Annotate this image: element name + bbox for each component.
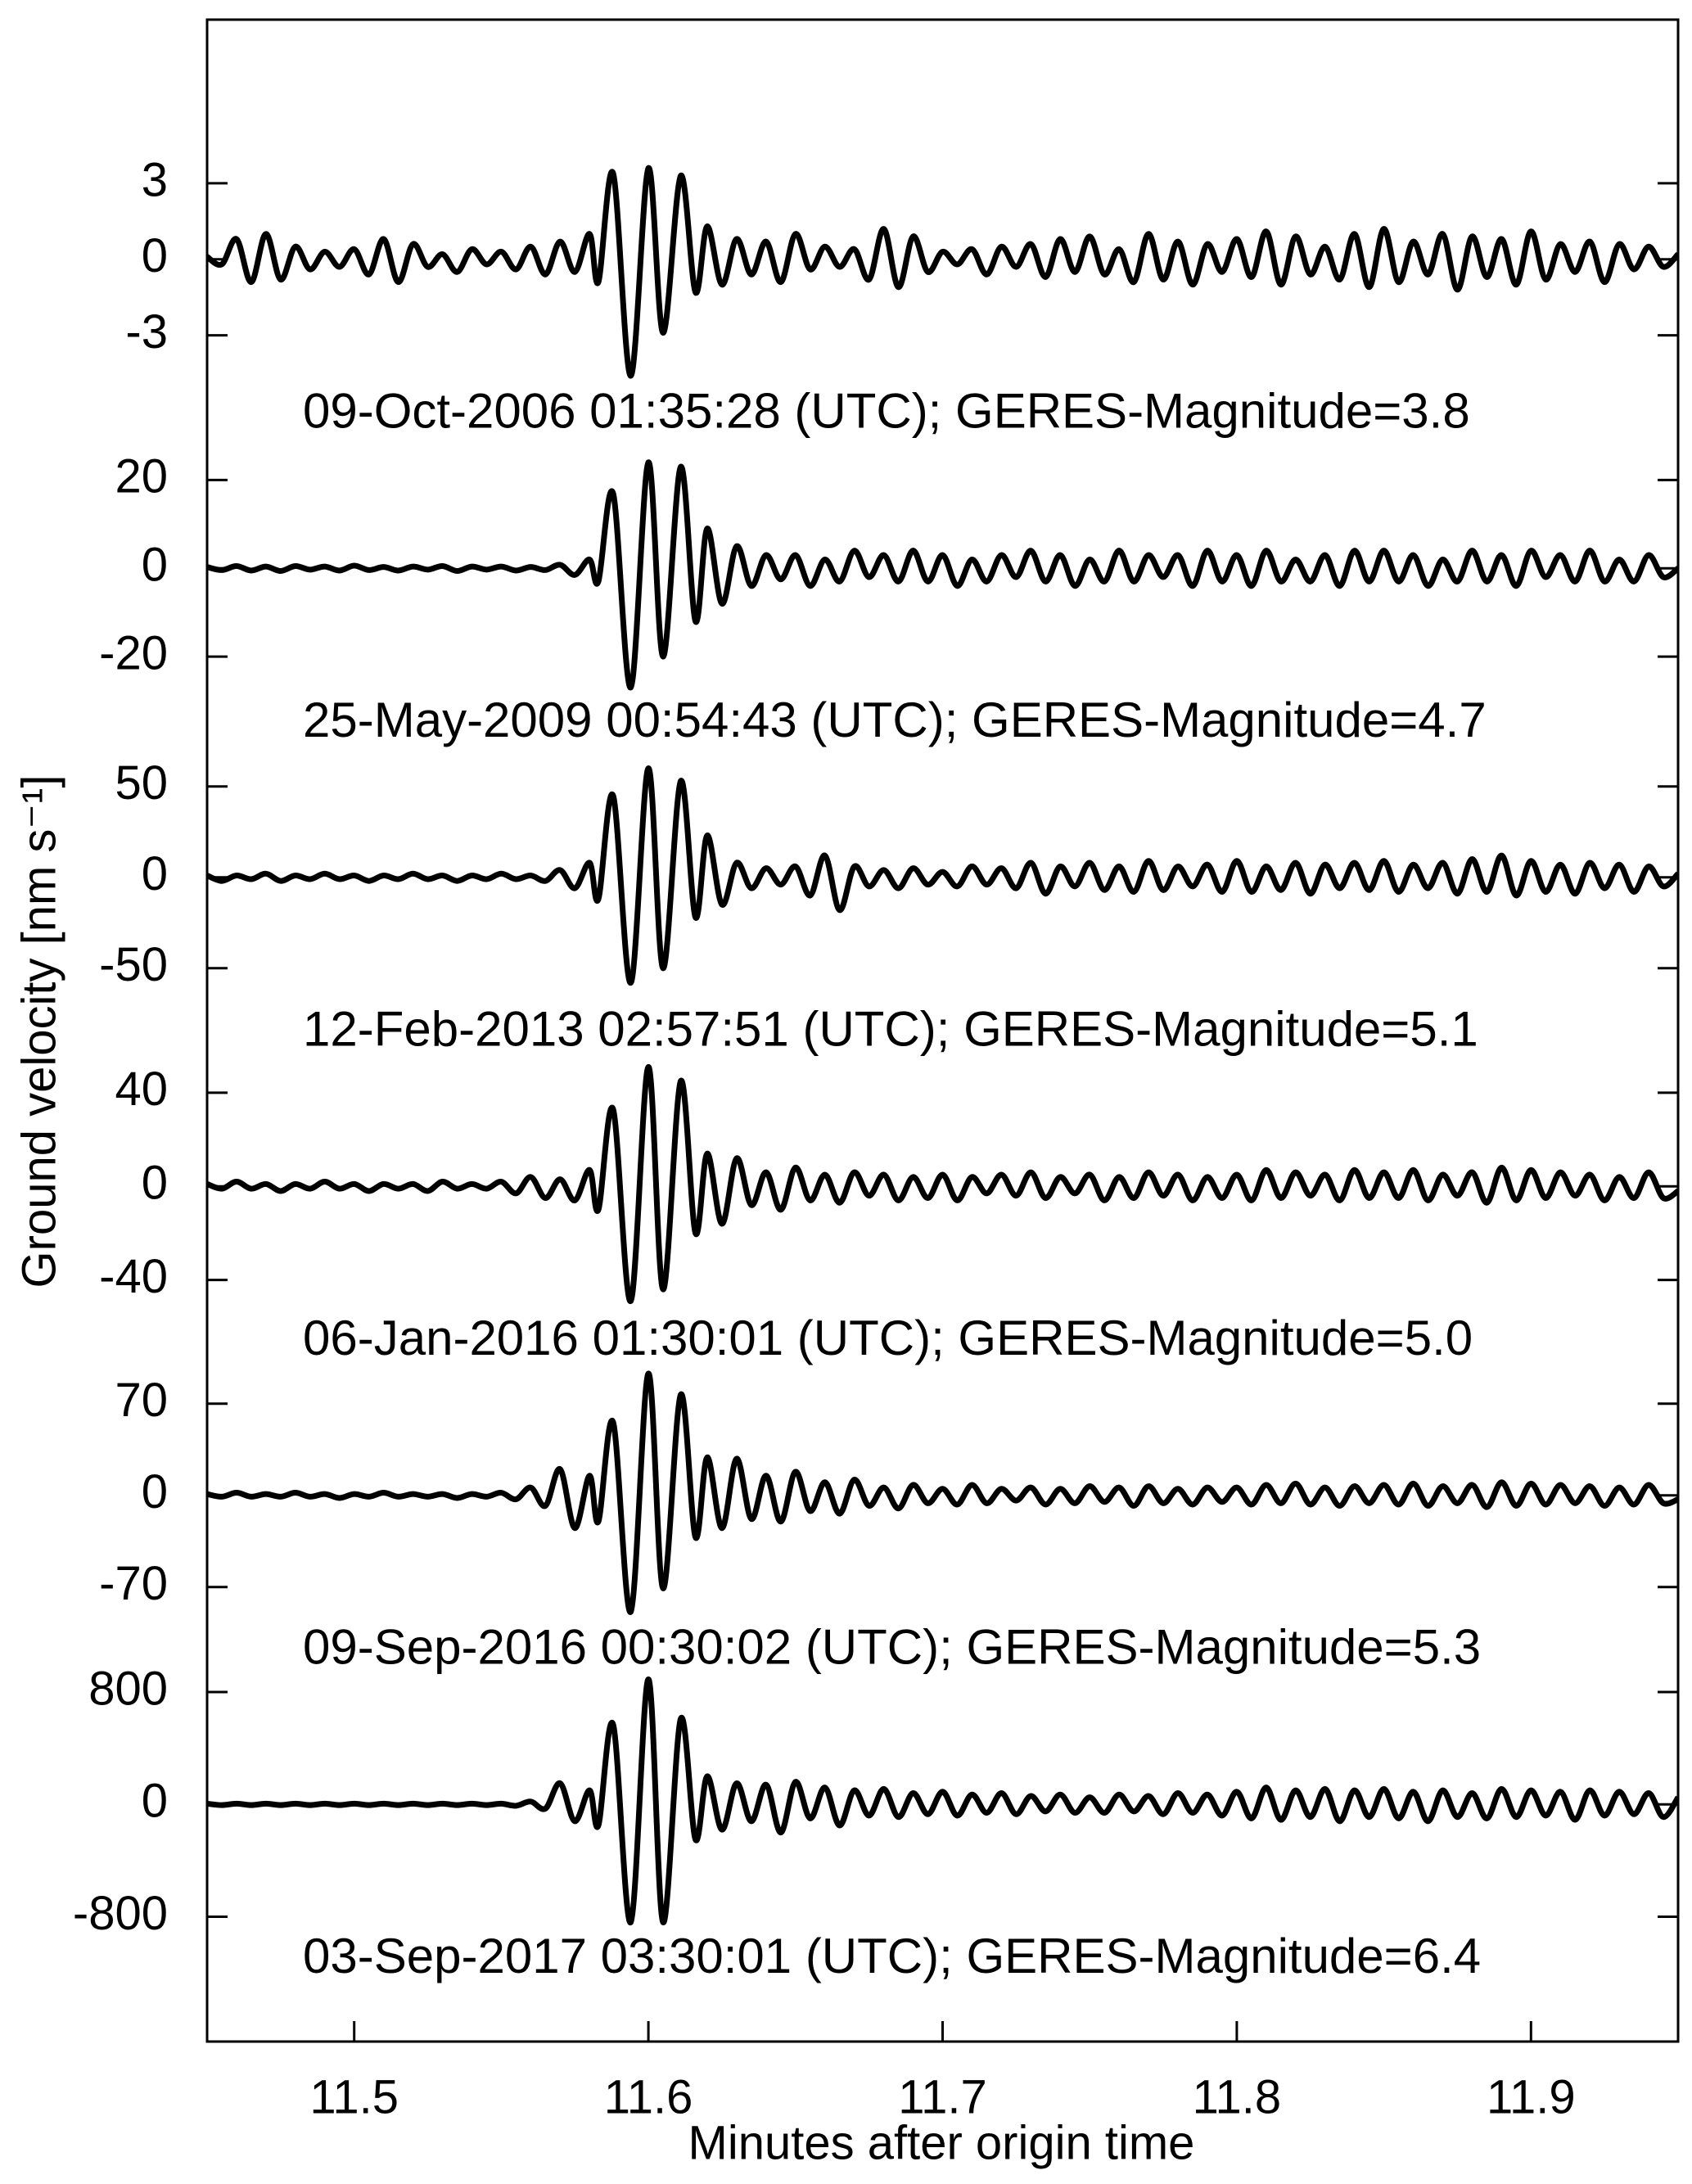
y-tick-label: -20: [99, 626, 168, 679]
y-tick-label: 0: [142, 1157, 168, 1210]
waveform: [207, 765, 1678, 986]
waveform: [207, 165, 1678, 379]
traces: [207, 165, 1678, 1925]
waveform: [207, 459, 1678, 691]
trace-label: 06-Jan-2016 01:30:01 (UTC); GERES-Magnit…: [303, 1311, 1473, 1365]
y-tick-label: 0: [142, 1465, 168, 1518]
y-tick-label: 0: [142, 847, 168, 900]
x-axis-label: Minutes after origin time: [688, 2116, 1195, 2169]
x-tick-label: 11.5: [309, 2070, 399, 2123]
trace-label: 12-Feb-2013 02:57:51 (UTC); GERES-Magnit…: [303, 1002, 1478, 1057]
y-tick-label: 0: [142, 539, 168, 592]
trace-label: 09-Oct-2006 01:35:28 (UTC); GERES-Magnit…: [303, 384, 1470, 439]
trace-label: 09-Sep-2016 00:30:02 (UTC); GERES-Magnit…: [303, 1620, 1481, 1675]
x-tick-label: 11.9: [1487, 2070, 1576, 2123]
trace-label: 03-Sep-2017 03:30:01 (UTC); GERES-Magnit…: [303, 1929, 1481, 1983]
y-tick-label: 0: [142, 229, 168, 282]
y-axis-label: Ground velocity [nm s⁻¹]: [12, 775, 65, 1288]
y-tick-label: 0: [142, 1775, 168, 1828]
x-tick-label: 11.6: [604, 2070, 693, 2123]
y-tick-label: 40: [115, 1063, 168, 1116]
x-tick-label: 11.8: [1193, 2070, 1282, 2123]
x-tick-label: 11.7: [898, 2070, 987, 2123]
y-tick-label: -3: [125, 305, 168, 359]
y-tick-label: -40: [99, 1250, 168, 1303]
y-tick-label: -70: [99, 1557, 168, 1610]
waveform: [207, 1370, 1678, 1615]
trace-label: 25-May-2009 00:54:43 (UTC); GERES-Magnit…: [303, 693, 1487, 747]
y-tick-label: 50: [115, 756, 168, 810]
y-tick-label: 800: [88, 1662, 168, 1715]
waveform: [207, 1063, 1678, 1304]
y-tick-label: -800: [73, 1887, 168, 1940]
y-tick-label: 70: [115, 1374, 168, 1427]
y-tick-label: 20: [115, 450, 168, 503]
y-tick-label: -50: [99, 938, 168, 991]
waveform: [207, 1676, 1678, 1925]
y-tick-label: 3: [142, 153, 168, 206]
